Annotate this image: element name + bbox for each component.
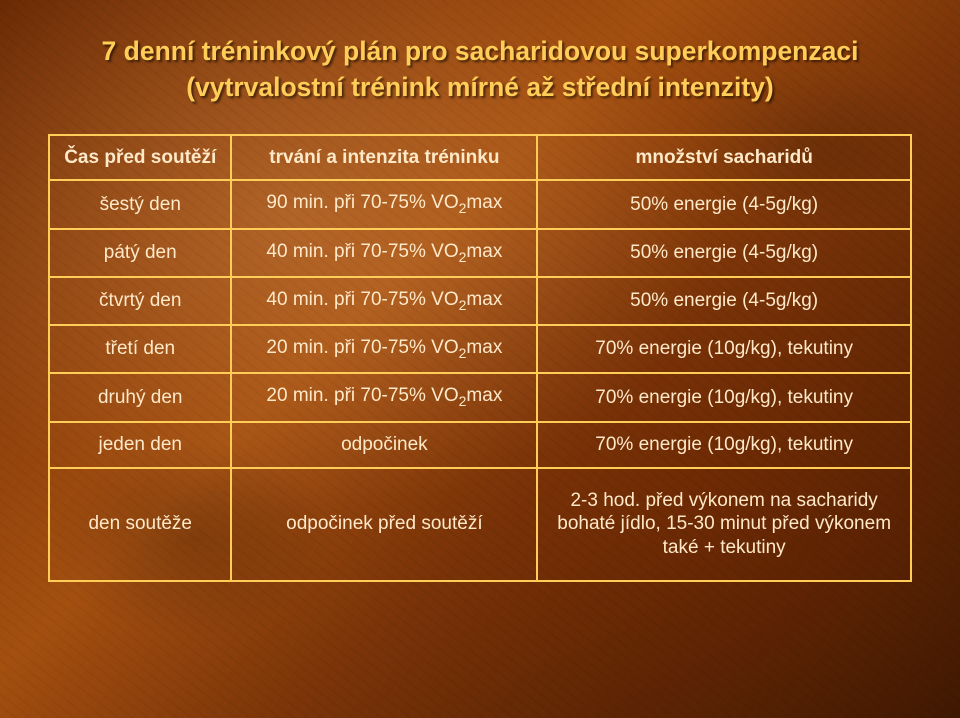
title-line-2: (vytrvalostní trénink mírné až střední i… [186, 72, 774, 102]
table-body: šestý den90 min. při 70-75% VO2max50% en… [49, 180, 911, 580]
table-row: šestý den90 min. při 70-75% VO2max50% en… [49, 180, 911, 228]
table-row: pátý den40 min. při 70-75% VO2max50% ene… [49, 229, 911, 277]
cell-training: odpočinek [231, 422, 537, 468]
slide-content: 7 denní tréninkový plán pro sacharidovou… [0, 0, 960, 718]
cell-time: jeden den [49, 422, 231, 468]
plan-table: Čas před soutěží trvání a intenzita trén… [48, 134, 912, 582]
table-row: třetí den20 min. při 70-75% VO2max70% en… [49, 325, 911, 373]
subscript-2: 2 [459, 248, 467, 264]
cell-time: druhý den [49, 373, 231, 421]
cell-training: 40 min. při 70-75% VO2max [231, 277, 537, 325]
cell-training: odpočinek před soutěží [231, 468, 537, 581]
table-header-row: Čas před soutěží trvání a intenzita trén… [49, 135, 911, 181]
subscript-2: 2 [459, 200, 467, 216]
cell-time: šestý den [49, 180, 231, 228]
col-header-carbs: množství sacharidů [537, 135, 911, 181]
cell-time: třetí den [49, 325, 231, 373]
subscript-2: 2 [459, 345, 467, 361]
table-row: den soutěžeodpočinek před soutěží2-3 hod… [49, 468, 911, 581]
cell-training: 90 min. při 70-75% VO2max [231, 180, 537, 228]
table-row: druhý den20 min. při 70-75% VO2max70% en… [49, 373, 911, 421]
cell-carbs: 70% energie (10g/kg), tekutiny [537, 373, 911, 421]
cell-carbs: 70% energie (10g/kg), tekutiny [537, 325, 911, 373]
table-row: jeden denodpočinek70% energie (10g/kg), … [49, 422, 911, 468]
cell-carbs: 2-3 hod. před výkonem na sacharidy bohat… [537, 468, 911, 581]
cell-carbs: 50% energie (4-5g/kg) [537, 277, 911, 325]
cell-carbs: 70% energie (10g/kg), tekutiny [537, 422, 911, 468]
cell-training: 20 min. při 70-75% VO2max [231, 325, 537, 373]
table-row: čtvrtý den40 min. při 70-75% VO2max50% e… [49, 277, 911, 325]
slide-title: 7 denní tréninkový plán pro sacharidovou… [48, 34, 912, 106]
cell-training: 20 min. při 70-75% VO2max [231, 373, 537, 421]
cell-carbs: 50% energie (4-5g/kg) [537, 180, 911, 228]
col-header-training: trvání a intenzita tréninku [231, 135, 537, 181]
title-line-1: 7 denní tréninkový plán pro sacharidovou… [102, 36, 859, 66]
cell-time: den soutěže [49, 468, 231, 581]
cell-time: pátý den [49, 229, 231, 277]
col-header-time: Čas před soutěží [49, 135, 231, 181]
subscript-2: 2 [459, 393, 467, 409]
cell-training: 40 min. při 70-75% VO2max [231, 229, 537, 277]
cell-carbs: 50% energie (4-5g/kg) [537, 229, 911, 277]
cell-time: čtvrtý den [49, 277, 231, 325]
subscript-2: 2 [459, 297, 467, 313]
